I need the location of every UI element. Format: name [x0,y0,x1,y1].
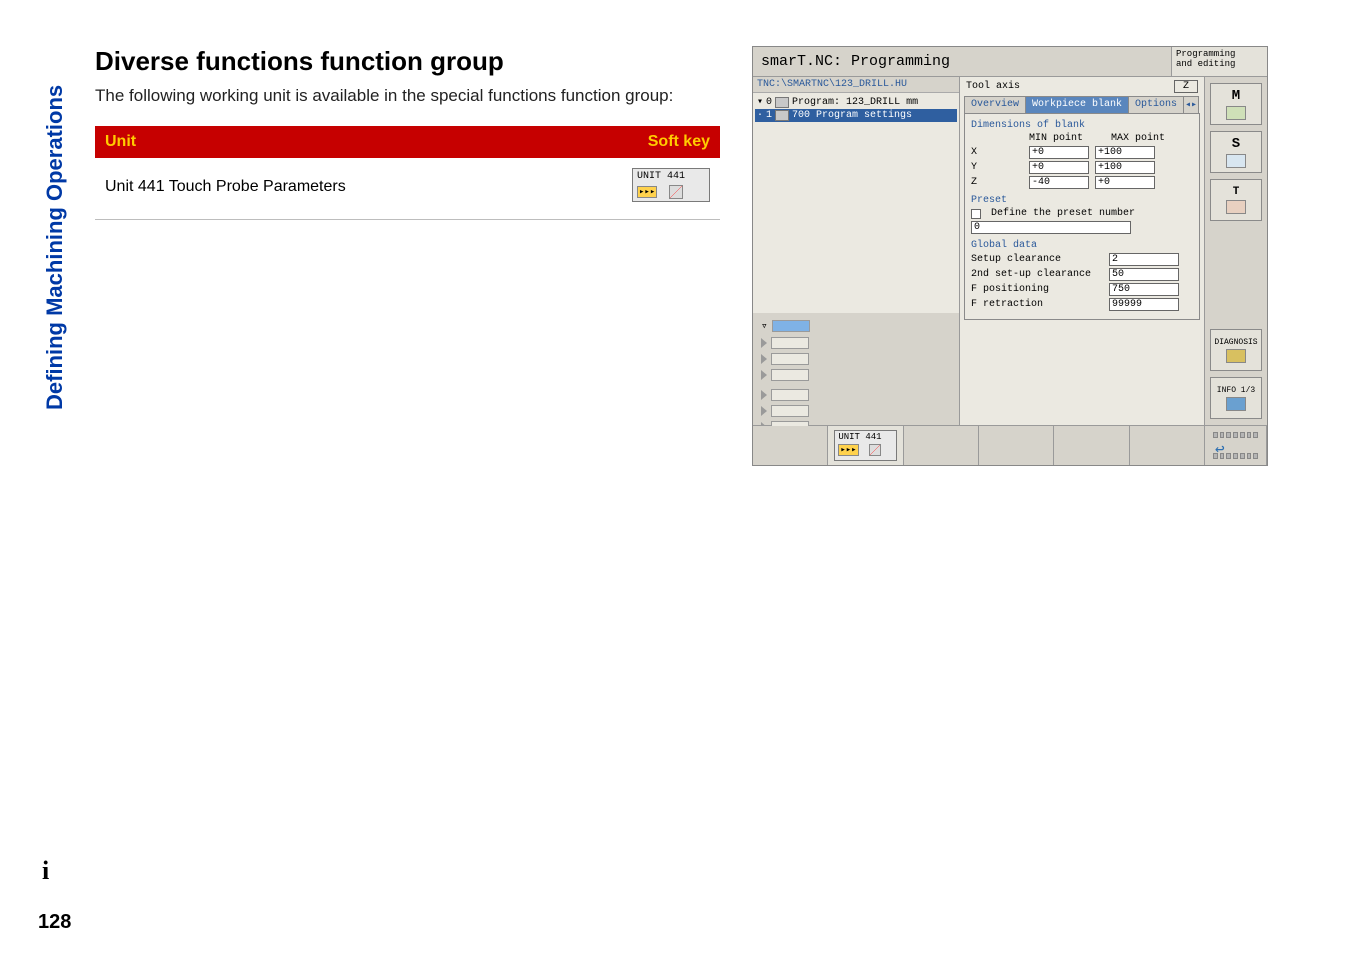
row-text: Program: 123_DRILL mm [792,97,918,108]
softkey-slot-4[interactable] [979,426,1054,465]
col-unit: Unit [95,126,600,158]
nav-slot[interactable] [771,405,809,417]
letter-s: S [1232,136,1240,152]
blk-heading: Dimensions of blank [971,120,1193,131]
table-row: Unit 441 Touch Probe Parameters UNIT 441… [95,158,720,220]
intro-text: The following working unit is available … [95,85,720,108]
nav-boxes: ▿ [753,313,959,425]
side-m-button[interactable]: M [1210,83,1262,125]
tab-overview[interactable]: Overview [964,96,1026,113]
y-label: Y [971,162,1023,173]
nav-slot[interactable] [771,369,809,381]
x-max-input[interactable] [1095,146,1155,159]
softkey-slot-1[interactable] [753,426,828,465]
softkey-label: UNIT 441 [838,432,892,442]
f-positioning-label: F positioning [971,284,1103,295]
unit-table: Unit Soft key Unit 441 Touch Probe Param… [95,126,720,220]
unit-name: Unit 441 Touch Probe Parameters [95,158,600,220]
letter-m: M [1232,88,1240,104]
tab-options[interactable]: Options [1128,96,1184,113]
probe-icon [869,444,881,456]
softkey-slot-6[interactable] [1130,426,1205,465]
tab-scroll[interactable]: ◂▸ [1183,96,1199,113]
side-s-button[interactable]: S [1210,131,1262,173]
side-info-button[interactable]: INFO 1/3 [1210,377,1262,419]
section-label: Defining Machining Operations [42,85,68,410]
f-positioning-input[interactable] [1109,283,1179,296]
main-content: Diverse functions function group The fol… [95,46,720,220]
preset-checkbox[interactable] [971,209,981,219]
file-path: TNC:\SMARTNC\123_DRILL.HU [753,77,959,93]
row-index: 0 [766,97,772,108]
cnc-screenshot: smarT.NC: Programming Programming and ed… [752,46,1268,466]
tree-row-0[interactable]: ▾ 0 Program: 123_DRILL mm [755,95,957,109]
t-icon [1226,200,1246,214]
min-label: MIN point [1029,133,1111,144]
nav-slot[interactable] [771,389,809,401]
m-icon [1226,106,1246,120]
cnc-mode: Programming and editing [1171,47,1267,77]
letter-t: T [1233,186,1240,198]
nav-slot[interactable] [772,320,810,332]
softkey-label: UNIT 441 [637,171,685,182]
y-min-input[interactable] [1029,161,1089,174]
col-softkey: Soft key [600,126,720,158]
softkey-slot-2[interactable]: UNIT 441 ▸▸▸ [828,426,903,465]
softkey-bar: UNIT 441 ▸▸▸ ↩ [753,425,1267,465]
diagnosis-label: DIAGNOSIS [1214,338,1257,347]
page-number: 128 [38,911,71,934]
setup-clearance-label: Setup clearance [971,254,1103,265]
x-min-input[interactable] [1029,146,1089,159]
side-diagnosis-button[interactable]: DIAGNOSIS [1210,329,1262,371]
setup-clearance-input[interactable] [1109,253,1179,266]
cnc-title: smarT.NC: Programming [753,47,1171,77]
info-icon: i [42,856,49,886]
z-max-input[interactable] [1095,176,1155,189]
row-index: 1 [766,110,772,121]
softkey-unit-441[interactable]: UNIT 441 ▸▸▸ [632,168,710,202]
z-label: Z [971,177,1023,188]
max-label: MAX point [1111,133,1193,144]
tree-row-1[interactable]: · 1 700 Program settings [755,109,957,122]
info-label: INFO 1/3 [1217,386,1255,395]
page-title: Diverse functions function group [95,46,720,77]
softkey-slot-3[interactable] [904,426,979,465]
nav-slot[interactable] [771,337,809,349]
f-retraction-label: F retraction [971,299,1103,310]
diagnosis-icon [1226,349,1246,363]
y-max-input[interactable] [1095,161,1155,174]
probe-icon [669,185,683,199]
nav-slot[interactable] [771,353,809,365]
x-label: X [971,147,1023,158]
softkey-slot-7[interactable]: ↩ [1205,426,1267,465]
second-clearance-label: 2nd set-up clearance [971,269,1103,280]
program-icon [775,97,789,108]
program-tree[interactable]: ▾ 0 Program: 123_DRILL mm · 1 700 Progra… [753,93,959,313]
s-icon [1226,154,1246,168]
mode-line2: and editing [1176,60,1263,70]
softkey-slot-5[interactable] [1054,426,1129,465]
tool-axis-label: Tool axis [966,81,1020,92]
row-text: 700 Program settings [792,110,912,121]
second-clearance-input[interactable] [1109,268,1179,281]
side-t-button[interactable]: T [1210,179,1262,221]
preset-heading: Preset [971,195,1193,206]
z-min-input[interactable] [1029,176,1089,189]
preset-value-input[interactable] [971,221,1131,234]
form-tabs: Overview Workpiece blank Options ◂▸ [964,96,1200,113]
fast-forward-icon: ▸▸▸ [637,186,657,198]
preset-define-label: Define the preset number [991,208,1135,219]
settings-icon [775,110,789,121]
f-retraction-input[interactable] [1109,298,1179,311]
form-area: Tool axis Z Overview Workpiece blank Opt… [960,77,1205,425]
tab-workpiece-blank[interactable]: Workpiece blank [1025,96,1129,113]
global-heading: Global data [971,240,1193,251]
tool-axis-value[interactable]: Z [1174,80,1198,93]
info-btn-icon [1226,397,1246,411]
fast-forward-icon: ▸▸▸ [838,444,858,456]
side-icon-bar: M S T DIAGNOSIS INFO 1/3 [1205,77,1267,425]
